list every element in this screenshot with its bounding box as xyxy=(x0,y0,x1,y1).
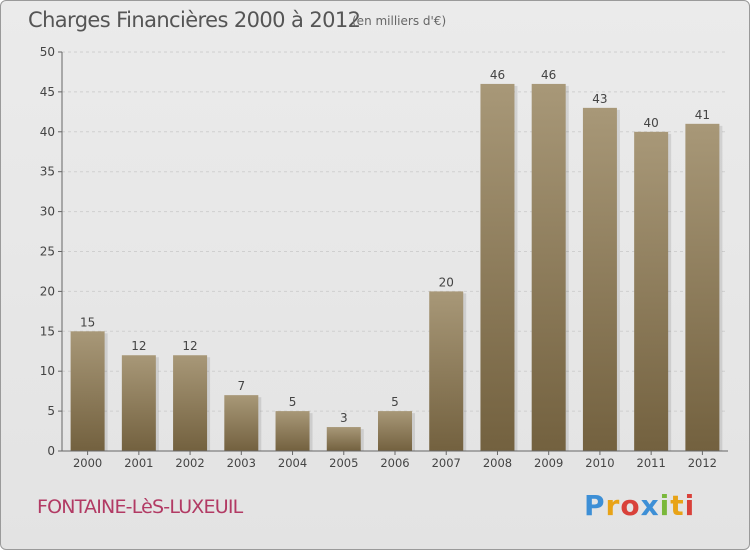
x-tick-label: 2008 xyxy=(483,456,512,470)
logo-letter: r xyxy=(605,489,621,522)
bar xyxy=(531,83,566,452)
bar xyxy=(224,395,259,451)
y-tick-label: 45 xyxy=(40,85,55,99)
bar xyxy=(70,331,105,451)
bars: 15 12 12 7 5 3 5 20 46 46 43 40 41 xyxy=(70,68,723,452)
bar xyxy=(173,355,208,451)
bar-value-label: 3 xyxy=(340,411,348,425)
bar xyxy=(685,123,720,451)
bar-value-label: 46 xyxy=(490,68,505,82)
bar xyxy=(378,411,412,451)
proxiti-logo: Proxiti xyxy=(584,489,695,522)
bar-value-label: 7 xyxy=(237,379,245,393)
y-tick-label: 40 xyxy=(40,125,55,139)
x-tick-label: 2000 xyxy=(73,456,102,470)
bar xyxy=(634,131,669,452)
bar xyxy=(582,107,617,452)
x-tick-label: 2002 xyxy=(175,456,204,470)
y-tick-label: 50 xyxy=(40,45,55,59)
bar xyxy=(429,291,464,451)
bar-value-label: 12 xyxy=(131,339,146,353)
y-tick-label: 5 xyxy=(47,404,55,418)
y-tick-label: 20 xyxy=(40,284,55,298)
bar xyxy=(275,411,310,451)
bar-value-label: 20 xyxy=(439,275,454,289)
x-tick-label: 2010 xyxy=(585,456,614,470)
logo-letter: x xyxy=(640,489,660,522)
x-tick-label: 2005 xyxy=(329,456,358,470)
bar-value-label: 40 xyxy=(644,116,659,130)
commune-name: FONTAINE-LèS-LUXEUIL xyxy=(37,496,243,518)
bar-value-label: 41 xyxy=(695,108,710,122)
logo-letter: o xyxy=(620,489,641,522)
x-tick-label: 2001 xyxy=(124,456,153,470)
logo-letter: P xyxy=(584,489,606,522)
x-tick-label: 2012 xyxy=(688,456,717,470)
x-tick-label: 2007 xyxy=(432,456,461,470)
y-tick-label: 0 xyxy=(47,444,55,458)
y-tick-label: 30 xyxy=(40,205,55,219)
x-tick-label: 2006 xyxy=(380,456,409,470)
bar xyxy=(480,83,515,452)
logo-letter: i xyxy=(684,489,696,522)
x-tick-label: 2003 xyxy=(227,456,256,470)
bar-value-label: 43 xyxy=(592,92,607,106)
chart-subtitle: (en milliers d'€) xyxy=(352,14,447,28)
x-tick-label: 2009 xyxy=(534,456,563,470)
x-tick-label: 2011 xyxy=(637,456,666,470)
gridlines xyxy=(62,51,728,412)
bar xyxy=(326,427,361,451)
logo-letter: t xyxy=(670,489,685,522)
bar-value-label: 46 xyxy=(541,68,556,82)
bar-value-label: 5 xyxy=(289,395,297,409)
bar-value-label: 5 xyxy=(391,395,399,409)
bar xyxy=(121,355,156,451)
bar-value-label: 12 xyxy=(182,339,197,353)
y-tick-label: 25 xyxy=(40,245,55,259)
y-tick-label: 35 xyxy=(40,165,55,179)
bar-value-label: 15 xyxy=(80,315,95,329)
chart-title: Charges Financières 2000 à 2012 xyxy=(28,8,361,32)
y-tick-label: 10 xyxy=(40,364,55,378)
x-tick-label: 2004 xyxy=(278,456,307,470)
logo-letter: i xyxy=(659,489,671,522)
y-tick-label: 15 xyxy=(40,324,55,338)
